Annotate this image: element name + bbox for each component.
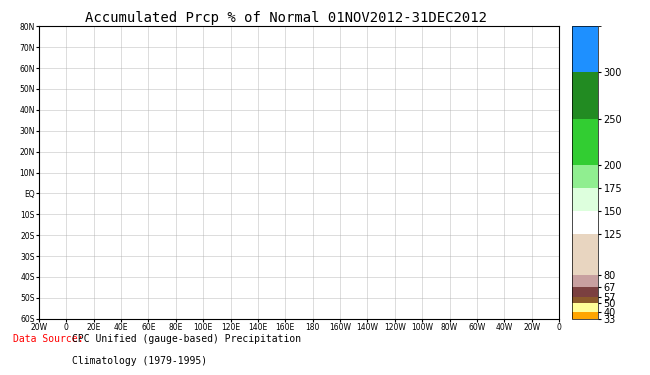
Text: CPC Unified (gauge-based) Precipitation: CPC Unified (gauge-based) Precipitation xyxy=(72,334,300,344)
Text: Accumulated Prcp % of Normal 01NOV2012-31DEC2012: Accumulated Prcp % of Normal 01NOV2012-3… xyxy=(85,11,487,25)
Text: Climatology (1979-1995): Climatology (1979-1995) xyxy=(72,356,207,366)
Text: Data Source:: Data Source: xyxy=(13,334,83,344)
